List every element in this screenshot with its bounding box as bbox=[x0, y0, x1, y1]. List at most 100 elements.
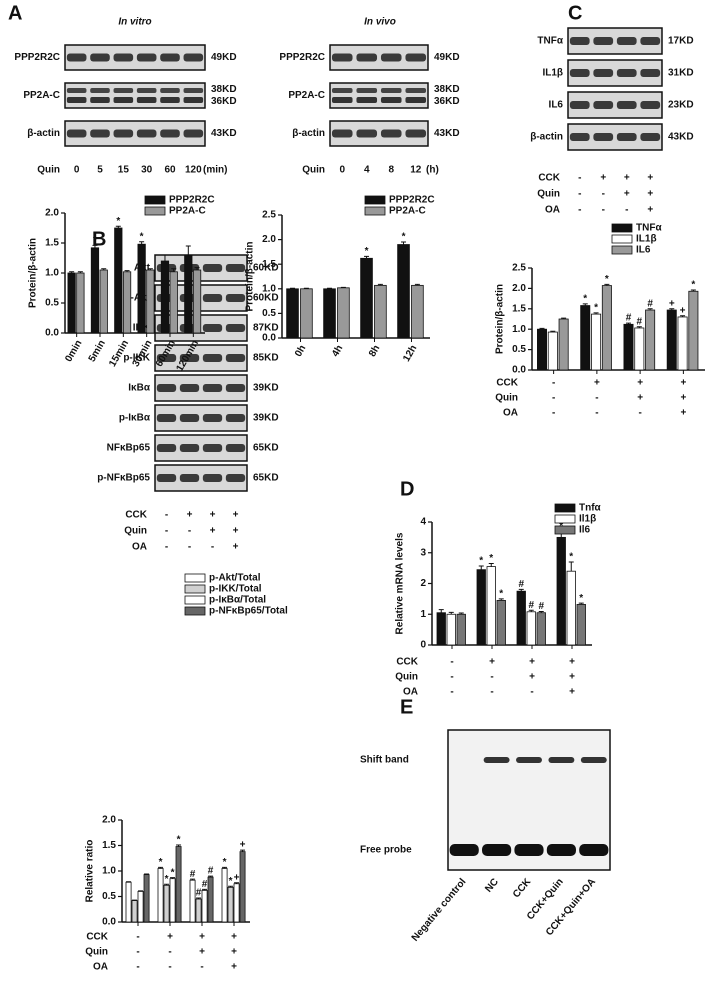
treatment-lane: 0 bbox=[74, 165, 80, 176]
y-tick-label: 0.5 bbox=[512, 344, 526, 355]
y-tick-label: 0 bbox=[420, 640, 426, 651]
significance-mark: * bbox=[159, 857, 163, 868]
condition-sign: - bbox=[136, 947, 139, 958]
panel-label: B bbox=[92, 228, 106, 250]
error-bar bbox=[690, 289, 696, 292]
blot-size-label: 87KD bbox=[253, 323, 279, 334]
condition-sign: - bbox=[625, 205, 628, 216]
blot-band bbox=[225, 354, 246, 362]
error-bar bbox=[115, 225, 121, 228]
y-tick-label: 2.5 bbox=[512, 263, 526, 274]
condition-sign: - bbox=[578, 173, 581, 184]
bar bbox=[666, 309, 677, 371]
significance-mark: * bbox=[93, 235, 97, 246]
gel-lane-label: NC bbox=[483, 877, 501, 895]
condition-name: CCK bbox=[396, 657, 418, 668]
condition-sign: + bbox=[233, 510, 239, 521]
error-bar bbox=[132, 899, 138, 901]
treatment-unit: (h) bbox=[426, 165, 439, 176]
blot-size-label: 31KD bbox=[668, 68, 694, 79]
legend-label: IL6 bbox=[636, 245, 651, 256]
blot-band bbox=[160, 129, 180, 138]
error-bar bbox=[144, 873, 150, 875]
legend-label: p-Akt/Total bbox=[209, 573, 261, 584]
blot-band bbox=[593, 69, 614, 77]
significance-mark: # bbox=[528, 600, 534, 611]
error-bar bbox=[448, 611, 454, 615]
y-tick-label: 0.0 bbox=[45, 328, 59, 339]
blot-band bbox=[380, 97, 402, 103]
condition-sign: - bbox=[490, 687, 493, 698]
significance-mark: + bbox=[240, 840, 246, 851]
bar bbox=[137, 891, 144, 923]
error-bar bbox=[196, 897, 202, 900]
condition-sign: - bbox=[188, 542, 191, 553]
significance-mark: * bbox=[583, 294, 587, 305]
bar bbox=[131, 900, 138, 923]
bar bbox=[300, 288, 313, 339]
blot-band bbox=[66, 53, 87, 62]
blot-band bbox=[183, 129, 204, 138]
condition-sign: - bbox=[165, 542, 168, 553]
significance-mark: * bbox=[479, 556, 483, 567]
blot-band bbox=[66, 88, 87, 93]
y-tick-label: 1.5 bbox=[45, 238, 59, 249]
blot-band bbox=[113, 97, 134, 103]
blot-band bbox=[405, 129, 427, 138]
panel-label: E bbox=[400, 696, 413, 718]
treatment-lane: 60 bbox=[164, 165, 176, 176]
significance-mark: * bbox=[116, 216, 120, 227]
blot-band bbox=[593, 133, 614, 141]
y-axis-label: Protein/β-actin bbox=[28, 238, 39, 308]
significance-mark: * bbox=[223, 857, 227, 868]
gel-shift-band bbox=[483, 757, 510, 763]
bar bbox=[623, 323, 634, 371]
bar bbox=[146, 269, 155, 334]
condition-sign: - bbox=[638, 408, 641, 419]
blot-band bbox=[640, 133, 661, 141]
significance-mark: # bbox=[208, 866, 214, 877]
blot-band bbox=[356, 53, 378, 62]
treatment-lane: 120 bbox=[185, 165, 202, 176]
error-bar bbox=[636, 326, 642, 328]
bar bbox=[547, 331, 558, 371]
y-tick-label: 1.0 bbox=[512, 324, 526, 335]
bar bbox=[566, 570, 576, 646]
blot-band bbox=[616, 101, 637, 109]
blot-band bbox=[356, 129, 378, 138]
error-bar bbox=[582, 303, 588, 306]
condition-sign: + bbox=[231, 947, 237, 958]
condition-sign: + bbox=[210, 510, 216, 521]
legend-label: PP2A-C bbox=[169, 206, 206, 217]
legend-swatch bbox=[184, 606, 206, 616]
condition-sign: + bbox=[231, 932, 237, 943]
significance-mark: * bbox=[229, 876, 233, 887]
condition-sign: + bbox=[233, 526, 239, 537]
bar bbox=[76, 272, 85, 334]
legend-swatch bbox=[611, 223, 633, 233]
bar bbox=[221, 868, 228, 923]
condition-sign: - bbox=[168, 947, 171, 958]
y-tick-label: 1.0 bbox=[102, 866, 116, 877]
condition-sign: - bbox=[578, 205, 581, 216]
significance-mark: # bbox=[196, 888, 202, 899]
blot-band bbox=[202, 264, 223, 272]
significance-mark: * bbox=[177, 835, 181, 846]
condition-sign: + bbox=[187, 510, 193, 521]
gel-shift-band bbox=[516, 757, 542, 763]
significance-mark: # bbox=[202, 879, 208, 890]
condition-name: OA bbox=[132, 542, 147, 553]
condition-sign: - bbox=[602, 189, 605, 200]
error-bar bbox=[147, 268, 153, 270]
blot-band bbox=[225, 414, 246, 422]
bar bbox=[195, 898, 202, 923]
condition-sign: + bbox=[680, 378, 686, 389]
blot-band bbox=[331, 129, 353, 138]
error-bar bbox=[488, 563, 494, 567]
treatment-lane: 12 bbox=[410, 165, 422, 176]
condition-name: CCK bbox=[496, 378, 518, 389]
blot-row-label: PPP2R2C bbox=[14, 52, 60, 63]
significance-mark: + bbox=[234, 872, 240, 883]
legend-swatch bbox=[184, 595, 206, 605]
